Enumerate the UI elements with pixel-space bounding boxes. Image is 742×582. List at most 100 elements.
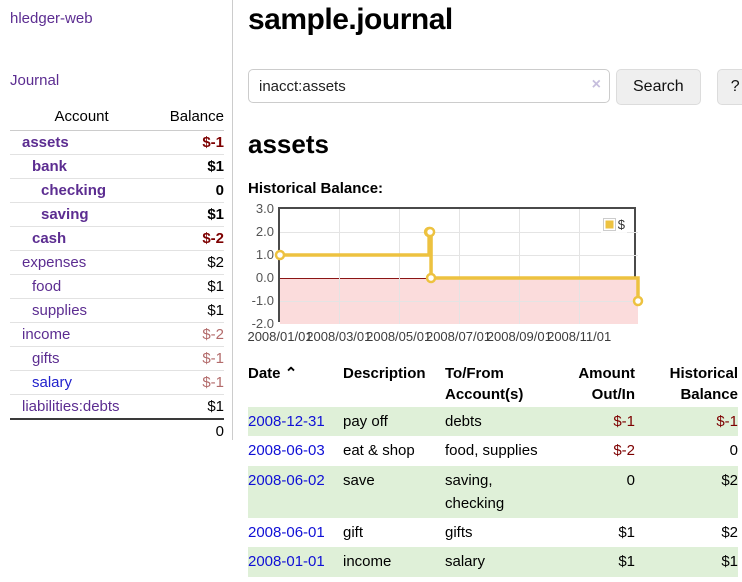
account-balance: $1 [153,274,224,299]
accounts-table: Account Balance assets $-1 bank $1 check… [10,105,224,443]
transaction-balance: $1 [721,553,738,571]
account-row: gifts $-1 [10,346,224,371]
account-link-food[interactable]: food [32,278,62,295]
register-header-balance: Historical Balance [669,365,738,403]
accounts-total-row: 0 [10,418,224,443]
account-balance: $-1 [202,134,224,151]
x-axis-tick-label: 2008/11/01 [547,329,612,344]
register-header-date[interactable]: Date ⌃ [248,365,298,382]
sort-asc-icon: ⌃ [284,365,298,382]
x-axis-tick-label: 2008/09/01 [486,329,552,344]
account-balance: $1 [153,298,224,323]
account-link-checking[interactable]: checking [41,182,107,199]
y-axis-tick-label: 0.0 [255,270,274,285]
transaction-amount: 0 [626,471,635,489]
account-row: liabilities:debts $1 [10,394,224,419]
grid-line [398,209,400,324]
register-row: 2008-06-03 eat & shop food, supplies $-2… [248,436,738,465]
transaction-description: gift [343,524,364,541]
transaction-balance: $2 [721,524,738,541]
account-row: supplies $1 [10,298,224,323]
transaction-date-link[interactable]: 2008-06-02 [248,471,325,489]
register-row: 2008-12-31 pay off debts $-1 $-1 [248,407,738,437]
account-balance: $-1 [153,346,224,371]
register-header-row: Date ⌃ Description To/From Account(s) Am… [248,361,738,407]
transaction-balance: $-1 [716,413,738,430]
account-link-expenses[interactable]: expenses [22,254,87,271]
data-point-marker [425,272,437,284]
grid-line [579,209,581,324]
account-balance: 0 [153,178,224,203]
transaction-description: pay off [343,413,388,430]
y-axis-tick-label: 3.0 [255,201,274,216]
sidebar-item-journal[interactable]: Journal [10,72,60,89]
historical-balance-chart: $ 2008/01/01 2008/03/01 2008/05/01 2008/07/… [247,201,738,347]
register-table: Date ⌃ Description To/From Account(s) Am… [248,361,738,577]
transaction-description: eat & shop [343,442,415,460]
account-balance: $2 [153,250,224,275]
transaction-accounts: debts [445,413,482,430]
data-point-marker [424,226,436,238]
clear-search-icon[interactable]: × [591,76,601,93]
main-content: sample.journal × Search ? assets Histori… [247,0,742,577]
account-row: salary $-1 [10,370,224,395]
legend-label: $ [617,217,625,232]
accounts-total-value: 0 [153,418,224,443]
grid-line [519,209,521,324]
account-row: expenses $2 [10,250,224,275]
account-link-liabilities-debts[interactable]: liabilities:debts [22,398,120,415]
legend-swatch-icon [602,218,616,231]
x-axis-tick-label: 2008/03/01 [306,329,372,344]
register-row: 2008-01-01 income salary $1 $1 [248,547,738,577]
transaction-date-link[interactable]: 2008-01-01 [248,553,325,571]
account-row: income $-2 [10,322,224,347]
account-link-assets[interactable]: assets [22,134,69,151]
balance-line-series [274,226,644,307]
data-point-marker [632,295,644,307]
account-row: saving $1 [10,202,224,227]
account-balance: $1 [153,154,224,179]
transaction-amount: $-1 [613,413,635,430]
transaction-accounts: saving, checking [445,471,505,512]
x-axis-tick-label: 2008/01/01 [247,329,313,344]
sidebar: hledger-web Journal Account Balance asse… [0,0,233,443]
transaction-accounts: food, supplies [445,442,538,460]
account-row: bank $1 [10,154,224,179]
grid-line [338,209,340,324]
register-header-amount: Amount Out/In [578,365,635,403]
page-title: sample.journal [248,3,453,36]
y-axis-tick-label: 1.0 [255,247,274,262]
account-balance: $1 [153,394,224,419]
app-title-link[interactable]: hledger-web [10,10,93,27]
account-balance: $1 [153,202,224,227]
x-axis-tick-label: 2008/07/01 [425,329,492,344]
transaction-balance: 0 [729,442,738,460]
chart-title: Historical Balance: [248,180,384,197]
account-heading: assets [248,129,329,159]
account-link-saving[interactable]: saving [41,206,89,223]
help-button[interactable]: ? [716,69,742,105]
account-link-gifts[interactable]: gifts [32,350,60,367]
transaction-date-link[interactable]: 2008-06-03 [248,442,325,460]
chart-plot-area: $ [274,207,644,324]
account-balance: $-1 [153,370,224,395]
transaction-amount: $-2 [613,442,635,460]
account-balance: $-2 [153,322,224,347]
y-axis-tick-label: 2.0 [255,224,274,239]
register-header-accounts: To/From Account(s) [445,365,524,403]
transaction-amount: $1 [618,553,635,571]
search-input[interactable] [248,69,610,103]
transaction-balance: $2 [721,471,738,489]
account-link-salary[interactable]: salary [32,374,73,391]
account-link-income[interactable]: income [22,326,71,343]
account-link-supplies[interactable]: supplies [32,302,88,319]
account-link-bank[interactable]: bank [32,158,68,175]
register-row: 2008-06-02 save saving, checking 0 $2 [248,465,738,518]
transaction-date-link[interactable]: 2008-12-31 [248,413,325,430]
transaction-date-link[interactable]: 2008-06-01 [248,524,325,541]
search-button[interactable]: Search [616,69,701,105]
accounts-header-account: Account [10,105,154,131]
account-link-cash[interactable]: cash [32,230,67,247]
data-point-marker [274,249,286,261]
account-row: cash $-2 [10,226,224,251]
